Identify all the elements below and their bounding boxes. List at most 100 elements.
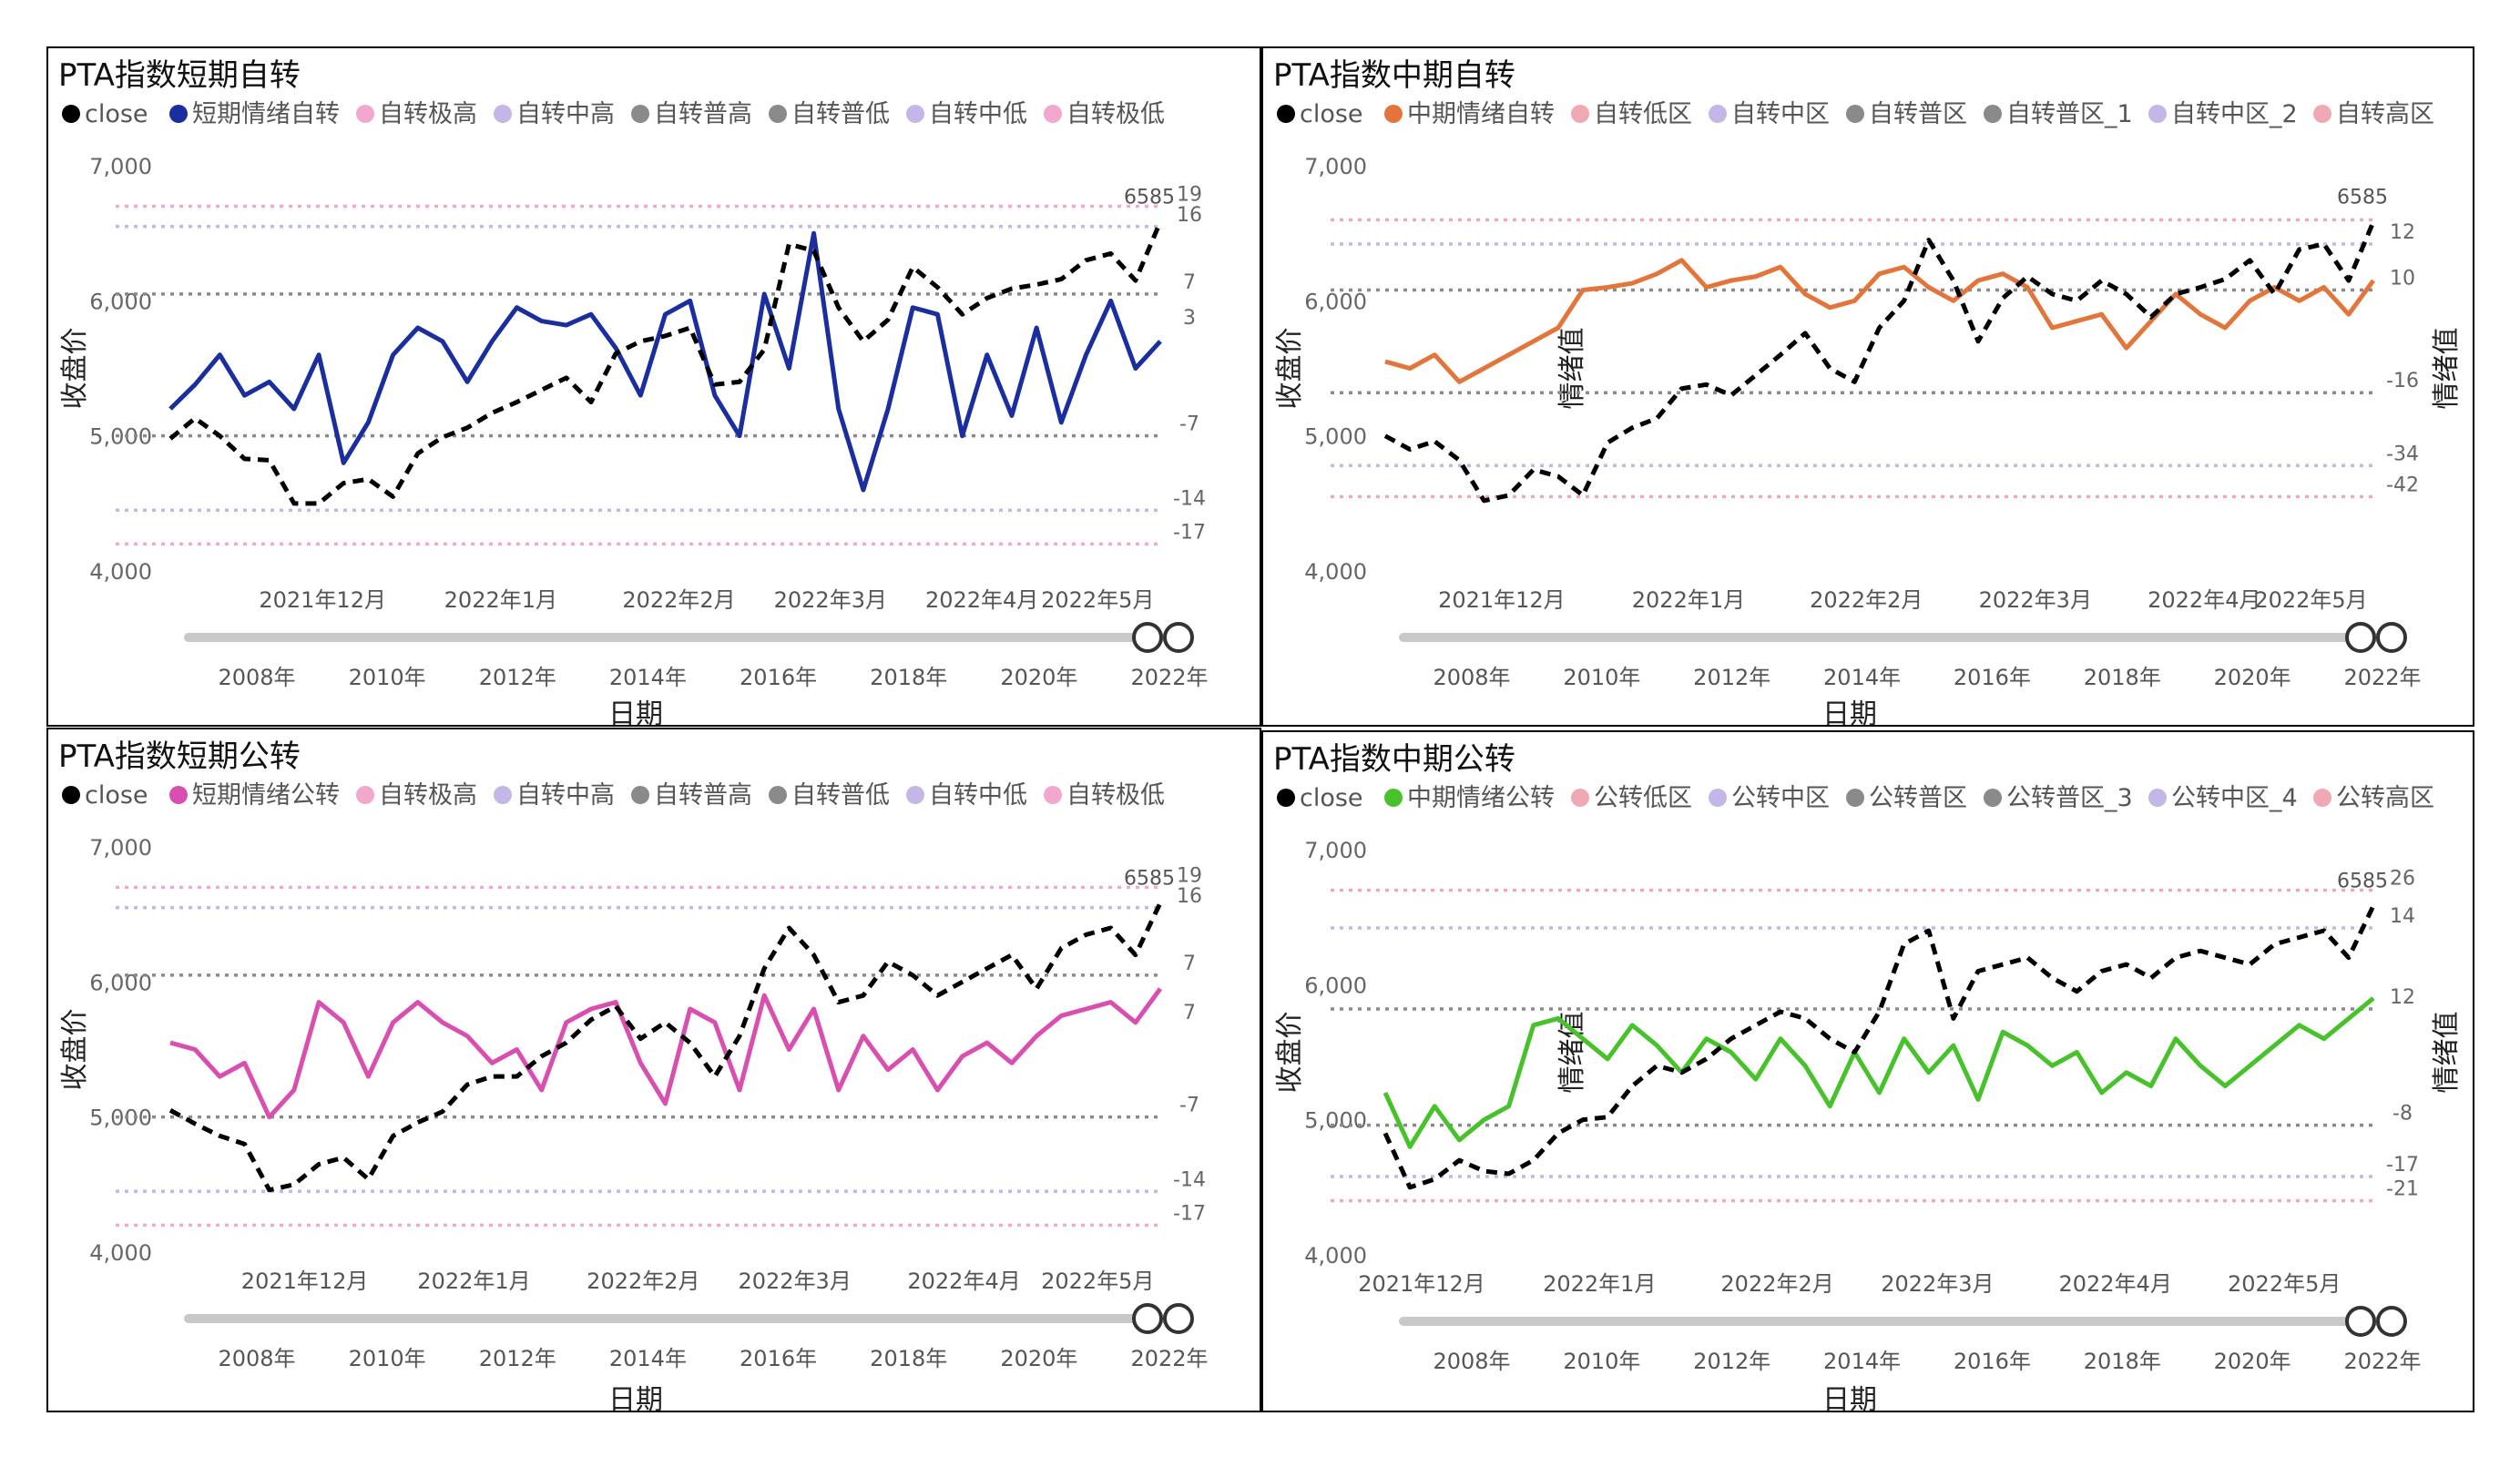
legend-item[interactable]: 短期情绪公转 bbox=[169, 781, 340, 810]
legend-dot bbox=[631, 105, 649, 123]
legend-item[interactable]: 自转中低 bbox=[906, 100, 1027, 128]
legend-item[interactable]: 自转极低 bbox=[1044, 781, 1165, 810]
y-tick-label: 4,000 bbox=[1304, 1243, 1367, 1269]
legend-item[interactable]: 公转高区 bbox=[2313, 784, 2434, 812]
legend-label: close bbox=[1300, 100, 1363, 128]
legend-item[interactable]: 自转极高 bbox=[356, 100, 477, 128]
legend-dot bbox=[1709, 789, 1727, 807]
legend-dot bbox=[494, 786, 512, 804]
legend-item[interactable]: 短期情绪自转 bbox=[169, 100, 340, 128]
chart-panel-3: PTA指数短期公转 close 短期情绪公转 自转极高 自转中高 自转普高 自转普低 自转中低… bbox=[46, 728, 1261, 1416]
x-tick-label: 2022年5月 bbox=[1041, 1269, 1154, 1294]
band-label: 14 bbox=[2390, 905, 2415, 928]
legend-label: 自转中低 bbox=[929, 100, 1027, 128]
legend-item[interactable]: 自转普高 bbox=[631, 781, 752, 810]
legend-item[interactable]: 自转普高 bbox=[631, 100, 752, 128]
legend-dot bbox=[169, 786, 188, 804]
range-slider-handle-start[interactable] bbox=[1132, 1303, 1163, 1334]
legend-label: 自转普区 bbox=[1869, 100, 1967, 128]
legend-item[interactable]: 公转普区_3 bbox=[1984, 784, 2133, 812]
sentiment-line bbox=[169, 987, 1163, 1120]
y-tick-label: 4,000 bbox=[1304, 559, 1367, 585]
band-label: -14 bbox=[1173, 1168, 1206, 1191]
legend-dot bbox=[769, 786, 787, 804]
x-tick-label: 2022年4月 bbox=[907, 1269, 1020, 1294]
range-slider-handle-end[interactable] bbox=[2376, 622, 2407, 653]
x-axis-title: 日期 bbox=[608, 698, 663, 730]
legend-item[interactable]: 公转低区 bbox=[1571, 784, 1692, 812]
legend-item[interactable]: 自转高区 bbox=[2313, 100, 2434, 128]
slider-tick-label: 2020年 bbox=[1000, 1346, 1077, 1371]
legend-item[interactable]: 自转中高 bbox=[494, 100, 615, 128]
close-line bbox=[168, 902, 1163, 1193]
x-tick-label: 2021年12月 bbox=[241, 1269, 369, 1294]
range-slider-handle-start[interactable] bbox=[1132, 622, 1163, 653]
x-tick-label: 2022年4月 bbox=[2058, 1271, 2171, 1297]
chart-panel-4: PTA指数中期公转 close 中期情绪公转 公转低区 公转中区 公转普区 公转普区_3 公转… bbox=[1261, 730, 2474, 1416]
legend-item[interactable]: 自转中区 bbox=[1709, 100, 1830, 128]
x-tick-label: 2022年1月 bbox=[444, 587, 557, 613]
slider-tick-label: 2022年 bbox=[2343, 665, 2421, 690]
slider-tick-label: 2010年 bbox=[1563, 665, 1640, 690]
legend-dot bbox=[1571, 789, 1589, 807]
x-tick-label: 2022年2月 bbox=[1720, 1271, 1833, 1297]
legend-label: 公转中区_4 bbox=[2171, 784, 2298, 812]
x-tick-label: 2021年12月 bbox=[259, 587, 386, 613]
sentiment-line bbox=[168, 230, 1162, 493]
legend-dot bbox=[1277, 789, 1295, 807]
legend-item[interactable]: close bbox=[1277, 100, 1363, 128]
y-tick-label: 7,000 bbox=[1304, 838, 1367, 863]
legend-item[interactable]: close bbox=[62, 100, 148, 128]
legend-dot bbox=[1846, 105, 1864, 123]
y-axis-title: 收盘价 bbox=[59, 328, 91, 410]
legend-label: 自转中高 bbox=[516, 781, 615, 810]
legend-item[interactable]: 自转中高 bbox=[494, 781, 615, 810]
x-tick-label: 2022年2月 bbox=[587, 1269, 699, 1294]
x-axis-title: 日期 bbox=[1822, 1384, 1877, 1416]
legend-label: 自转中高 bbox=[516, 100, 615, 128]
legend-item[interactable]: 自转中区_2 bbox=[2148, 100, 2298, 128]
legend-label: close bbox=[85, 781, 148, 810]
x-tick-label: 2022年3月 bbox=[738, 1269, 851, 1294]
range-slider-handle-end[interactable] bbox=[1163, 1303, 1194, 1334]
range-slider-handle-end[interactable] bbox=[1163, 622, 1194, 653]
range-slider-handle-start[interactable] bbox=[2345, 622, 2376, 653]
legend-dot bbox=[1384, 789, 1403, 807]
legend-item[interactable]: 公转中区 bbox=[1709, 784, 1830, 812]
slider-tick-label: 2016年 bbox=[1954, 665, 2031, 690]
legend-item[interactable]: 自转中低 bbox=[906, 781, 1027, 810]
legend-item[interactable]: 自转极高 bbox=[356, 781, 477, 810]
legend-item[interactable]: 公转中区_4 bbox=[2148, 784, 2298, 812]
band-label: 12 bbox=[2390, 986, 2415, 1009]
slider-tick-label: 2008年 bbox=[1433, 1349, 1510, 1374]
legend-item[interactable]: 中期情绪公转 bbox=[1384, 784, 1555, 812]
slider-tick-label: 2008年 bbox=[218, 1346, 295, 1371]
legend-item[interactable]: 自转极低 bbox=[1044, 100, 1165, 128]
legend-item[interactable]: 自转普区_1 bbox=[1984, 100, 2133, 128]
chart-title: PTA指数中期自转 bbox=[1273, 57, 1515, 94]
legend-label: 自转普高 bbox=[654, 100, 752, 128]
legend-item[interactable]: 自转普低 bbox=[769, 100, 890, 128]
y-tick-label: 6,000 bbox=[89, 289, 152, 314]
y-tick-label: 5,000 bbox=[1304, 424, 1367, 450]
legend-item[interactable]: 中期情绪自转 bbox=[1384, 100, 1555, 128]
y-axis-title: 收盘价 bbox=[1274, 1012, 1306, 1094]
band-label: -17 bbox=[1173, 521, 1206, 544]
legend-label: 公转普区_3 bbox=[2006, 784, 2133, 812]
legend-label: 自转普区_1 bbox=[2006, 100, 2133, 128]
range-slider-handle-end[interactable] bbox=[2376, 1306, 2407, 1337]
legend-item[interactable]: 公转普区 bbox=[1846, 784, 1967, 812]
band-label: -16 bbox=[2386, 370, 2419, 392]
slider-tick-label: 2018年 bbox=[2084, 1349, 2161, 1374]
legend-item[interactable]: 自转低区 bbox=[1571, 100, 1692, 128]
range-slider-handle-start[interactable] bbox=[2345, 1306, 2376, 1337]
close-last-label: 6585 bbox=[1124, 187, 1175, 209]
legend-item[interactable]: close bbox=[1277, 784, 1363, 812]
legend-item[interactable]: 自转普区 bbox=[1846, 100, 1967, 128]
legend-item[interactable]: 自转普低 bbox=[769, 781, 890, 810]
slider-tick-label: 2012年 bbox=[1693, 665, 1770, 690]
slider-tick-label: 2020年 bbox=[2214, 665, 2291, 690]
legend-item[interactable]: close bbox=[62, 781, 148, 810]
band-label: 7 bbox=[1183, 953, 1196, 975]
legend-dot bbox=[169, 105, 188, 123]
